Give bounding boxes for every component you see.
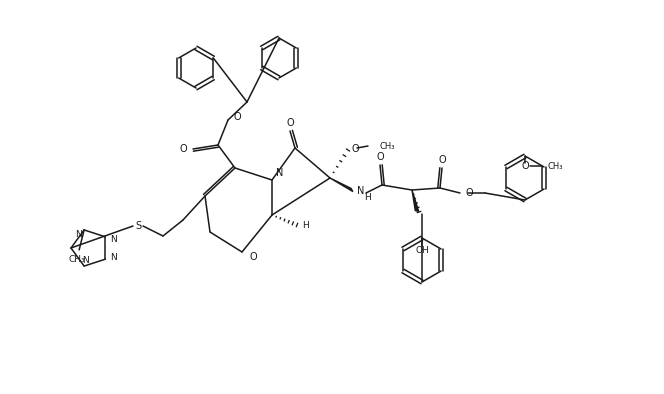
Text: N: N xyxy=(276,168,284,178)
Text: O: O xyxy=(352,144,360,154)
Text: H: H xyxy=(364,193,371,201)
Text: CH₃: CH₃ xyxy=(69,255,86,264)
Text: CH₃: CH₃ xyxy=(380,141,396,151)
Text: N: N xyxy=(110,253,117,262)
Text: O: O xyxy=(179,144,187,154)
Text: H: H xyxy=(302,221,309,229)
Text: S: S xyxy=(135,221,141,231)
Text: O: O xyxy=(286,118,293,128)
Text: O: O xyxy=(250,252,258,262)
Text: CH₃: CH₃ xyxy=(547,162,562,171)
Text: O: O xyxy=(438,155,446,165)
Text: OH: OH xyxy=(415,245,429,255)
Text: O: O xyxy=(465,188,473,198)
Text: O: O xyxy=(521,161,529,171)
Text: N: N xyxy=(110,235,117,244)
Text: O: O xyxy=(376,152,384,162)
Text: O: O xyxy=(233,112,240,122)
Polygon shape xyxy=(330,178,353,191)
Text: N: N xyxy=(76,230,82,240)
Text: N: N xyxy=(357,186,365,196)
Polygon shape xyxy=(412,190,419,212)
Text: N: N xyxy=(82,256,88,264)
